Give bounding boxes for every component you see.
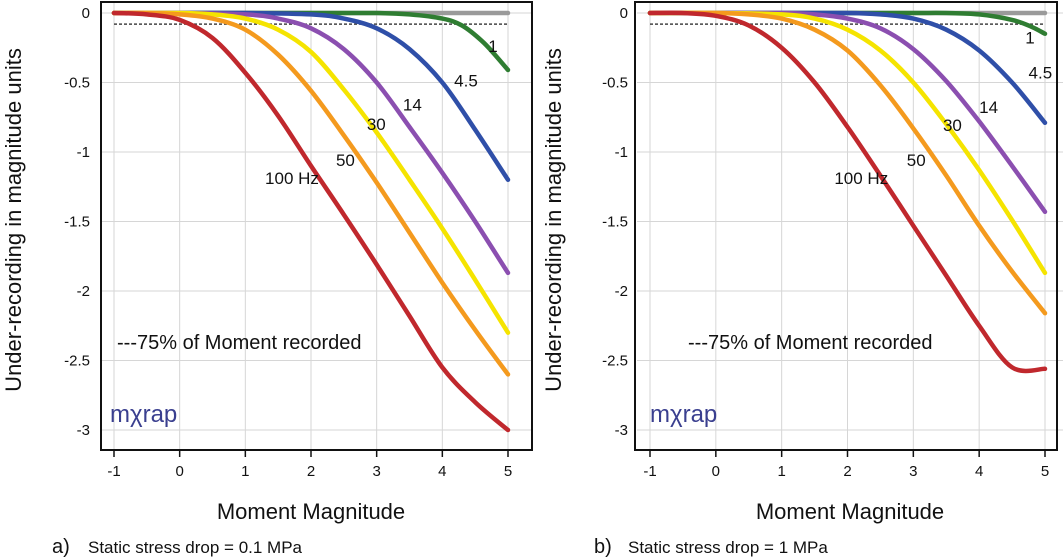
panel-a-series-line-4 — [111, 10, 511, 335]
panel-a-y-tick-label: -2.5 — [64, 353, 90, 370]
panel-b-x-tick-label: 3 — [909, 463, 917, 480]
panel-a-y-tick-label: -0.5 — [64, 75, 90, 92]
panel-b-curve-label-2: 14 — [979, 98, 998, 117]
panel-a-series-line-6 — [111, 10, 511, 433]
panel-a-y-tick-label: -3 — [77, 422, 90, 439]
panel-b-x-tick-label: -1 — [643, 463, 656, 480]
panel-b-series-lines — [647, 10, 1048, 374]
panel-b-series-line-6 — [647, 10, 1048, 374]
panel-a-curve-label-0: 1 — [488, 37, 497, 56]
panel-a-x-tick-label: 4 — [438, 463, 446, 480]
panel-a-x-tick-label: 1 — [241, 463, 249, 480]
panel-b: -1 0 1 2 3 4 5 0-0.5-1-1.5-2-2.5-3 14.51430501… — [541, 1, 1063, 557]
panel-b-curve-label-3: 30 — [943, 116, 962, 135]
panel-a-y-tick-labels: 0 -0.5 -1 -1.5 -2 -2.5 -3 — [64, 5, 90, 439]
panel-b-plot-frame — [634, 1, 1058, 451]
panel-a-x-tick-labels: -1 0 1 2 3 4 5 — [107, 450, 512, 480]
panel-a-y-tick-label: 0 — [82, 5, 90, 22]
panel-b-x-tick-label: 4 — [975, 463, 983, 480]
panel-a-curve-label-2: 14 — [403, 95, 422, 114]
panel-b-y-tick-labels: 0 -0.5 -1 -1.5 -2 -2.5 -3 — [602, 5, 628, 439]
panel-a-x-tick-label: 3 — [372, 463, 380, 480]
panel-a-x-tick-label: 2 — [307, 463, 315, 480]
panel-b-x-axis-title: Moment Magnitude — [756, 499, 944, 524]
panel-b-caption: Static stress drop = 1 MPa — [628, 538, 828, 557]
panel-b-y-tick-label: -3 — [615, 422, 628, 439]
panel-a-y-tick-label: -1.5 — [64, 214, 90, 231]
panel-b-caption-letter: b) — [594, 536, 612, 557]
panel-b-y-axis-title: Under-recording in magnitude units — [541, 48, 566, 392]
panel-b-x-tick-label: 1 — [777, 463, 785, 480]
panel-b-plot-area — [635, 2, 1057, 450]
panel-b-series-line-5 — [647, 10, 1048, 316]
panel-a-y-tick-label: -1 — [77, 144, 90, 161]
panel-b-x-tick-label: 0 — [712, 463, 720, 480]
panel-b-y-tick-label: -2.5 — [602, 353, 628, 370]
panel-a-series-line-5 — [111, 10, 511, 377]
panel-b-y-tick-label: -0.5 — [602, 75, 628, 92]
panel-b-y-tick-label: -1 — [615, 144, 628, 161]
panel-a-curve-labels: 1 4.5 14 30 50 100 Hz — [265, 37, 498, 188]
panel-a-logo: mχrap — [110, 401, 177, 428]
panel-b-x-tick-label: 5 — [1041, 463, 1049, 480]
panel-a-x-tick-label: -1 — [107, 463, 120, 480]
panel-a-curve-label-1: 4.5 — [454, 72, 478, 91]
panel-a-curve-label-3: 30 — [367, 115, 386, 134]
panel-a-caption-letter: a) — [52, 536, 70, 557]
panel-a-caption: Static stress drop = 0.1 MPa — [88, 538, 303, 557]
panel-b-y-tick-label: 0 — [620, 5, 628, 22]
panel-a-x-axis-title: Moment Magnitude — [217, 499, 405, 524]
panel-b-curve-label-1: 4.5 — [1029, 63, 1053, 82]
panel-b-logo: mχrap — [650, 401, 717, 428]
panel-a-y-axis-title: Under-recording in magnitude units — [1, 48, 26, 392]
panel-a-x-tick-label: 0 — [175, 463, 183, 480]
panel-b-curve-label-4: 50 — [907, 151, 926, 170]
panel-a-curve-label-4: 50 — [336, 151, 355, 170]
panel-b-y-tick-label: -2 — [615, 283, 628, 300]
panel-b-curve-label-5: 100 Hz — [834, 169, 888, 188]
panel-b-y-tick-label: -1.5 — [602, 214, 628, 231]
panel-a-plot-frame — [100, 1, 533, 451]
panel-b-x-tick-labels: -1 0 1 2 3 4 5 — [643, 450, 1049, 480]
panel-a-x-tick-label: 5 — [504, 463, 512, 480]
panel-b-curve-label-0: 1 — [1025, 29, 1034, 48]
panel-a-series-lines — [111, 10, 511, 433]
panel-b-curve-labels: 1 4.5 14 30 50 100 Hz — [834, 29, 1052, 188]
panel-a: -1 0 1 2 3 4 5 0-0.5-1-1.5-2-2.5-3 14.51430501… — [1, 1, 533, 557]
panel-b-x-tick-label: 2 — [843, 463, 851, 480]
panel-a-curve-label-5: 100 Hz — [265, 169, 319, 188]
panel-a-plot-area — [101, 2, 532, 450]
panel-b-legend-text: ---75% of Moment recorded — [688, 332, 933, 354]
panel-a-legend-text: ---75% of Moment recorded — [117, 332, 362, 354]
panel-a-y-tick-label: -2 — [77, 283, 90, 300]
